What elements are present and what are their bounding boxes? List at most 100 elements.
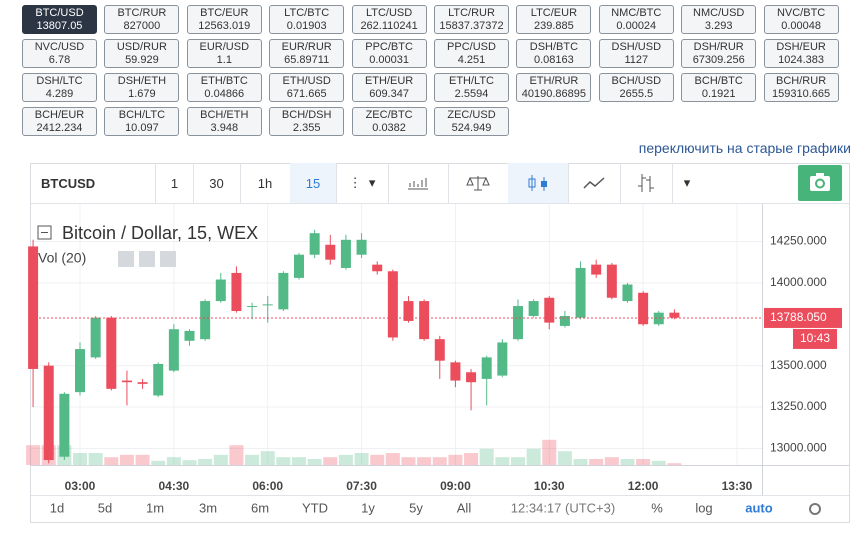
ticker-price: 239.885 <box>534 20 574 32</box>
ticker-price: 59.929 <box>125 54 159 66</box>
ticker-button[interactable]: DSH/LTC 4.289 <box>22 73 97 102</box>
ticker-pair: ETH/RUR <box>529 75 579 87</box>
ticker-button[interactable]: EUR/RUR 65.89711 <box>269 39 345 68</box>
ticker-pair: EUR/RUR <box>281 41 332 53</box>
ticker-pair: BTC/USD <box>35 7 84 19</box>
ticker-price: 4.251 <box>457 54 486 66</box>
ticker-button[interactable]: BTC/USD 13807.05 <box>22 5 97 34</box>
ticker-button[interactable]: DSH/EUR 1024.383 <box>763 39 839 68</box>
ticker-pair: DSH/ETH <box>117 75 167 87</box>
ticker-button[interactable]: LTC/USD 262.110241 <box>351 5 427 34</box>
ticker-pair: DSH/EUR <box>776 41 826 53</box>
ticker-pair: NMC/BTC <box>611 7 662 19</box>
ticker-button[interactable]: NMC/USD 3.293 <box>681 5 757 34</box>
ticker-price: 0.0382 <box>372 122 406 134</box>
ticker-button[interactable]: LTC/BTC 0.01903 <box>269 5 345 34</box>
indicators-button[interactable] <box>388 163 449 203</box>
ticker-pair: ETH/BTC <box>200 75 248 87</box>
compare-button[interactable] <box>448 163 509 203</box>
ticker-button[interactable]: ETH/BTC 0.04866 <box>186 73 262 102</box>
ticker-price: 3.948 <box>210 122 239 134</box>
ticker-button[interactable]: BCH/LTC 10.097 <box>104 107 180 136</box>
chart-frame <box>30 163 850 523</box>
ticker-pair: BCH/RUR <box>776 75 827 87</box>
ticker-price: 0.01903 <box>286 20 327 32</box>
ticker-price: 671.665 <box>286 88 327 100</box>
ticker-button[interactable]: BCH/DSH 2.355 <box>269 107 345 136</box>
ticker-price: 0.00048 <box>781 20 821 32</box>
ticker-button[interactable]: PPC/USD 4.251 <box>434 39 509 68</box>
ticker-pair: PPC/BTC <box>365 41 413 53</box>
ticker-price: 4.289 <box>45 88 74 100</box>
ticker-price: 12563.019 <box>198 20 251 32</box>
screenshot-button[interactable] <box>798 165 842 201</box>
ticker-button[interactable]: ETH/USD 671.665 <box>269 73 345 102</box>
ticker-button[interactable]: LTC/EUR 239.885 <box>516 5 592 34</box>
ticker-button[interactable]: LTC/RUR 15837.37372 <box>434 5 509 34</box>
ticker-button[interactable]: BCH/EUR 2412.234 <box>22 107 97 136</box>
ticker-button[interactable]: PPC/BTC 0.00031 <box>351 39 427 68</box>
ticker-price: 40190.86895 <box>521 88 586 100</box>
ticker-price: 2.5594 <box>454 88 489 100</box>
ticker-button[interactable]: DSH/USD 1127 <box>598 39 674 68</box>
ticker-pair: NVC/BTC <box>776 7 826 19</box>
ticker-pair: LTC/USD <box>365 7 413 19</box>
ticker-button[interactable]: ZEC/BTC 0.0382 <box>351 107 427 136</box>
ticker-pair: ETH/USD <box>282 75 331 87</box>
chart-type-menu[interactable]: ▾ <box>683 175 691 190</box>
symbol[interactable]: BTCUSD <box>31 163 156 203</box>
ticker-button[interactable]: USD/RUR 59.929 <box>104 39 180 68</box>
ticker-price: 262.110241 <box>360 20 418 32</box>
line-button[interactable] <box>568 163 621 203</box>
ticker-price: 0.1921 <box>701 88 736 100</box>
ticker-pair: ZEC/BTC <box>365 109 413 121</box>
ticker-price: 0.08163 <box>534 54 574 66</box>
ticker-pair: DSH/BTC <box>529 41 579 53</box>
ticker-price: 1024.383 <box>778 54 825 66</box>
old-charts-link[interactable]: переключить на старые графики <box>638 140 851 156</box>
ticker-pair: BTC/RUR <box>117 7 167 19</box>
interval-button[interactable]: 1 <box>156 163 194 203</box>
ticker-pair: BCH/BTC <box>694 75 743 87</box>
ticker-button[interactable]: BCH/BTC 0.1921 <box>681 73 757 102</box>
ticker-button[interactable]: EUR/USD 1.1 <box>186 39 262 68</box>
ticker-pair: DSH/LTC <box>36 75 83 87</box>
ticker-price: 67309.256 <box>692 54 745 66</box>
ticker-pair: BCH/EUR <box>34 109 85 121</box>
ticker-price: 159310.665 <box>772 88 831 100</box>
ticker-button[interactable]: BTC/EUR 12563.019 <box>186 5 262 34</box>
bars-button[interactable] <box>620 163 673 203</box>
ticker-button[interactable]: DSH/BTC 0.08163 <box>516 39 592 68</box>
ticker-button[interactable]: BCH/ETH 3.948 <box>186 107 262 136</box>
ticker-button[interactable]: DSH/ETH 1.679 <box>104 73 180 102</box>
ticker-button[interactable]: ZEC/USD 524.949 <box>434 107 509 136</box>
interval-menu[interactable]: ⋮ ▾ <box>336 163 389 203</box>
ticker-button[interactable]: NVC/USD 6.78 <box>22 39 97 68</box>
interval-button[interactable]: 1h <box>240 163 291 203</box>
ticker-button[interactable]: ETH/LTC 2.5594 <box>434 73 509 102</box>
ticker-button[interactable]: ETH/EUR 609.347 <box>351 73 427 102</box>
ticker-button[interactable]: BCH/USD 2655.5 <box>598 73 674 102</box>
ticker-pair: BCH/DSH <box>281 109 332 121</box>
ticker-price: 2655.5 <box>619 88 654 100</box>
ticker-price: 2.355 <box>292 122 321 134</box>
ticker-button[interactable]: NMC/BTC 0.00024 <box>598 5 674 34</box>
ticker-price: 524.949 <box>451 122 492 134</box>
ticker-pair: ZEC/USD <box>447 109 496 121</box>
ticker-pair: BCH/USD <box>611 75 662 87</box>
ticker-pair: ETH/LTC <box>448 75 495 87</box>
ticker-button[interactable]: DSH/RUR 67309.256 <box>681 39 757 68</box>
interval-button[interactable]: 30 <box>193 163 241 203</box>
ticker-price: 1127 <box>624 54 649 66</box>
ticker-button[interactable]: NVC/BTC 0.00048 <box>763 5 839 34</box>
ticker-pair: EUR/USD <box>199 41 250 53</box>
candles-button[interactable] <box>508 163 569 203</box>
ticker-button[interactable]: BCH/RUR 159310.665 <box>763 73 839 102</box>
ticker-price: 0.00031 <box>369 54 409 66</box>
ticker-button[interactable]: BTC/RUR 827000 <box>104 5 180 34</box>
interval-button[interactable]: 15 <box>290 163 337 203</box>
ticker-button[interactable]: ETH/RUR 40190.86895 <box>516 73 592 102</box>
ticker-price: 1.1 <box>216 54 232 66</box>
ticker-price: 1.679 <box>128 88 156 100</box>
